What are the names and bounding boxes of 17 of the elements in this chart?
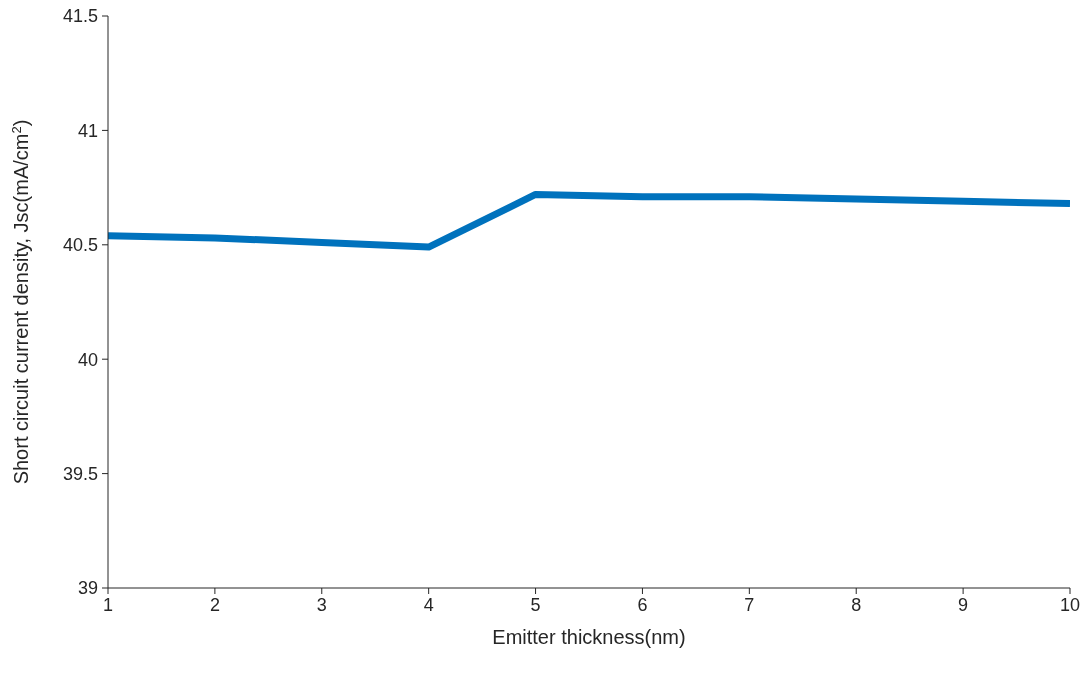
x-axis-title: Emitter thickness(nm) — [492, 626, 686, 648]
x-tick-label: 1 — [102, 594, 114, 615]
x-tick-label: 9 — [958, 594, 969, 615]
x-tick-label: 2 — [209, 594, 220, 615]
x-tick-label: 10 — [1059, 594, 1081, 615]
x-tick-label: 5 — [530, 594, 541, 615]
x-tick-label: 6 — [637, 594, 648, 615]
y-tick-label: 40 — [77, 349, 98, 370]
y-tick-label: 39.5 — [62, 463, 98, 484]
y-tick-label: 41.5 — [62, 6, 98, 27]
y-tick-label: 39 — [77, 578, 98, 599]
x-tick-label: 8 — [851, 594, 862, 615]
y-tick-label: 41 — [77, 120, 98, 141]
x-tick-label: 7 — [744, 594, 755, 615]
x-tick-label: 4 — [423, 594, 434, 615]
x-tick-label: 3 — [316, 594, 327, 615]
y-tick-label: 40.5 — [62, 235, 98, 256]
